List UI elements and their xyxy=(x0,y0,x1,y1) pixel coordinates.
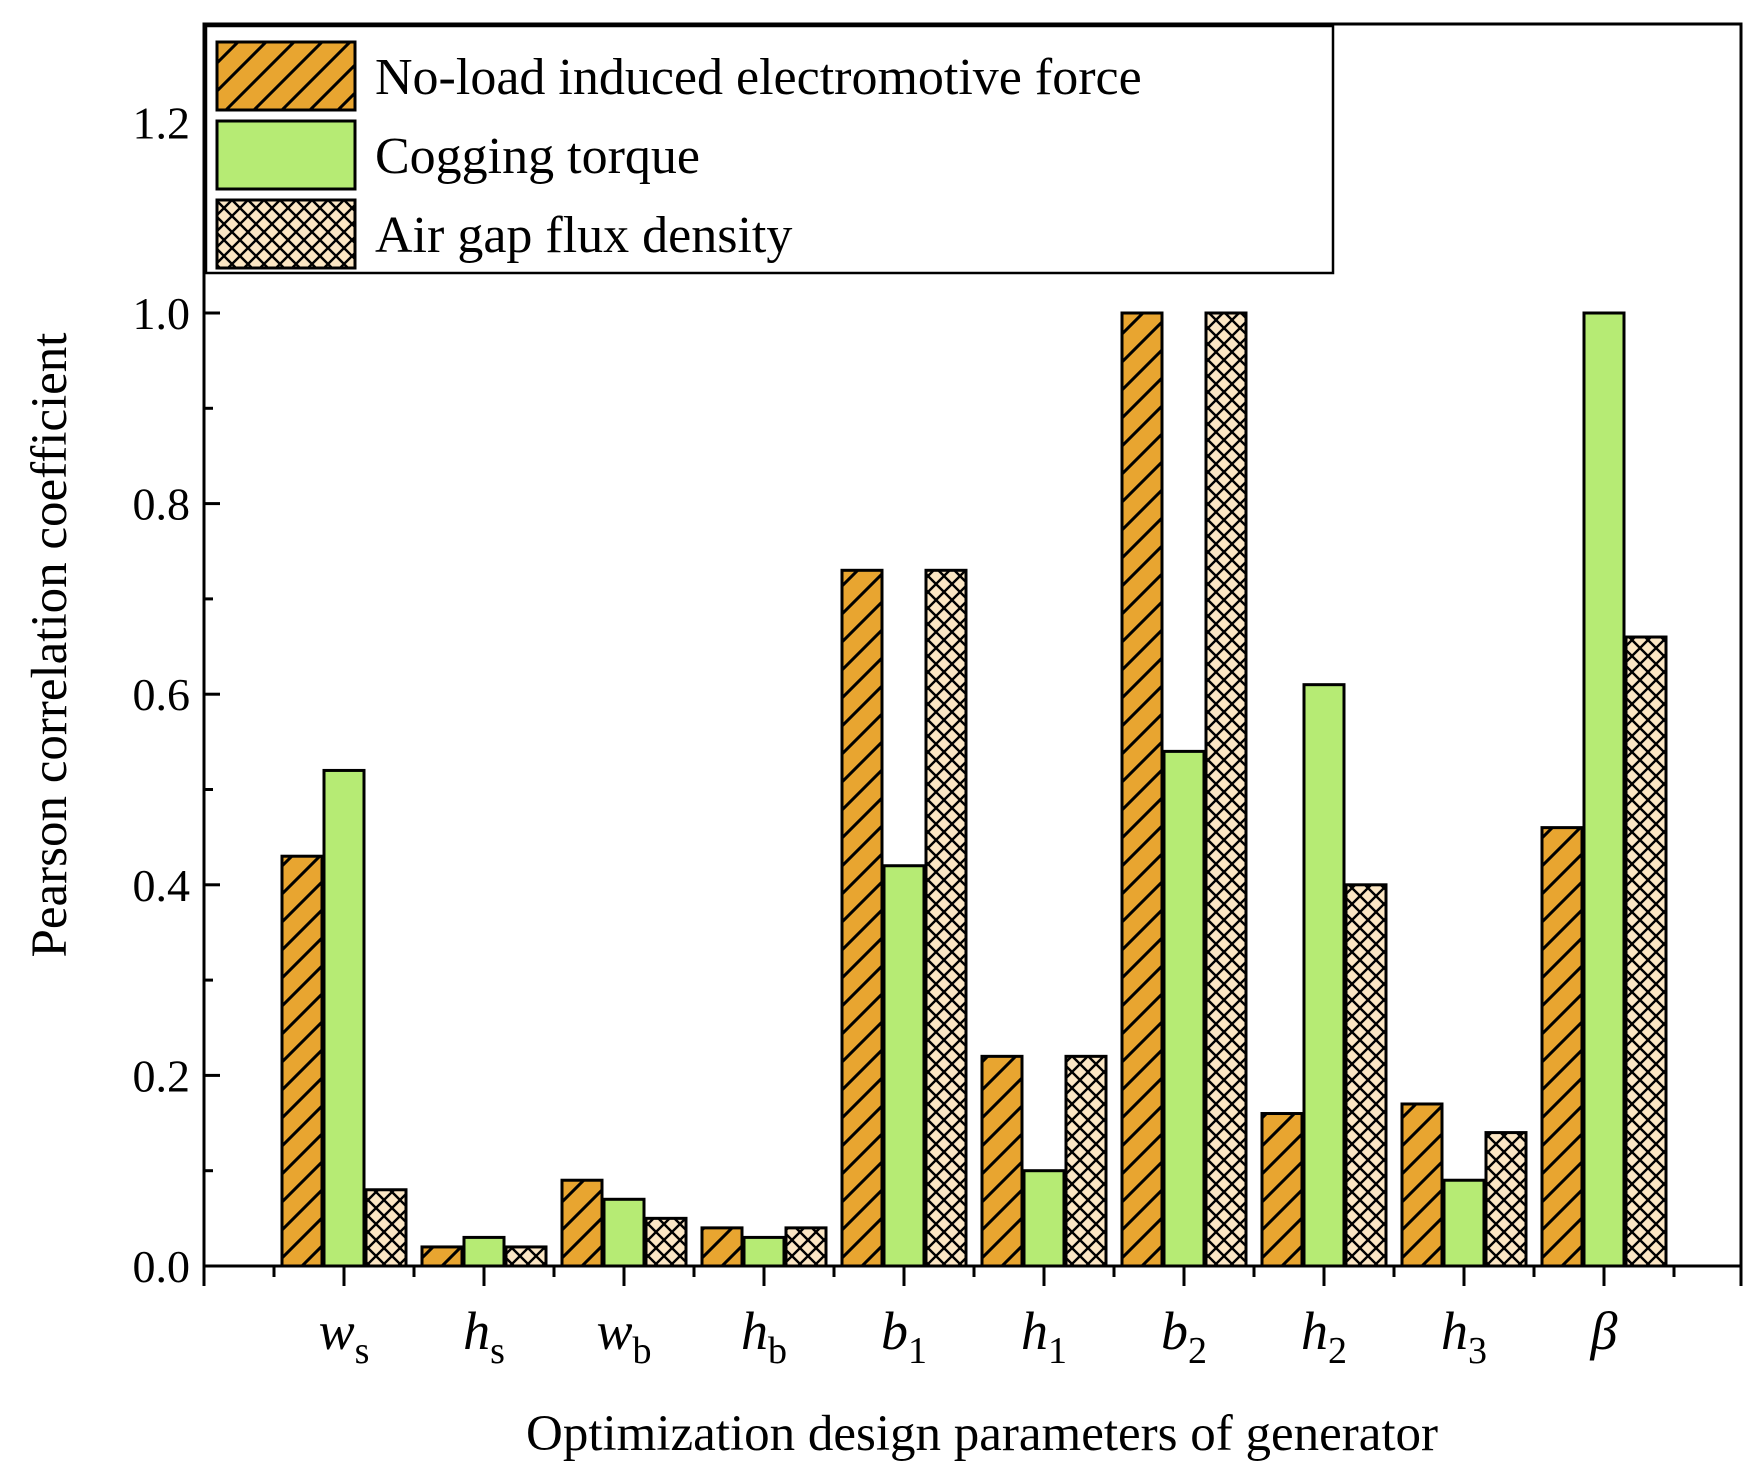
y-tick-label: 0.0 xyxy=(133,1241,191,1292)
x-tick-label: h2 xyxy=(1301,1301,1347,1372)
x-axis: ws hs wb hb b1 h1 b2 h2 h3 β xyxy=(202,1266,1743,1372)
x-tick-label: wb xyxy=(596,1301,651,1372)
legend: No-load induced electromotive force Cogg… xyxy=(204,24,1335,275)
x-tick-label: hs xyxy=(463,1301,505,1372)
bar-airgap-8 xyxy=(1484,1131,1528,1268)
y-tick-label: 0.6 xyxy=(133,669,191,720)
bar-emf-8 xyxy=(1400,1102,1444,1268)
legend-label-emf: No-load induced electromotive force xyxy=(375,49,1142,106)
y-axis-label: Pearson correlation coefficient xyxy=(22,333,78,958)
bar-cogging-3 xyxy=(742,1235,786,1268)
legend-swatch-cogging xyxy=(215,119,357,191)
bar-emf-9 xyxy=(1540,826,1584,1268)
bar-cogging-6 xyxy=(1162,749,1206,1268)
legend-swatch-airgap xyxy=(215,198,357,270)
bar-emf-4 xyxy=(840,568,884,1268)
y-tick-label: 1.2 xyxy=(133,97,191,148)
y-tick-label: 1.0 xyxy=(133,288,191,339)
bar-airgap-1 xyxy=(504,1245,548,1268)
legend-swatch-emf xyxy=(215,40,357,112)
bar-cogging-5 xyxy=(1022,1169,1066,1268)
bar-emf-0 xyxy=(280,854,324,1268)
bar-emf-3 xyxy=(700,1226,744,1268)
x-tick-label: h1 xyxy=(1021,1301,1067,1372)
bar-airgap-6 xyxy=(1204,311,1248,1268)
y-tick-label: 0.4 xyxy=(133,860,191,911)
x-tick-label: ws xyxy=(319,1301,370,1372)
legend-label-cogging: Cogging torque xyxy=(375,128,700,185)
bar-cogging-0 xyxy=(322,768,366,1268)
bar-cogging-4 xyxy=(882,864,926,1268)
bar-cogging-2 xyxy=(602,1197,646,1268)
y-tick-label: 0.8 xyxy=(133,479,191,530)
x-tick-label: hb xyxy=(741,1301,787,1372)
bar-emf-7 xyxy=(1260,1112,1304,1268)
bar-airgap-5 xyxy=(1064,1054,1108,1268)
legend-box xyxy=(204,24,1335,275)
bar-cogging-7 xyxy=(1302,683,1346,1268)
bar-emf-5 xyxy=(980,1054,1024,1268)
x-tick-label: β xyxy=(1590,1301,1618,1361)
bar-airgap-0 xyxy=(364,1188,408,1268)
bar-airgap-4 xyxy=(924,568,968,1268)
bar-cogging-1 xyxy=(462,1235,506,1268)
bar-emf-6 xyxy=(1120,311,1164,1268)
x-tick-label: b2 xyxy=(1161,1301,1207,1372)
bar-airgap-3 xyxy=(784,1226,828,1268)
y-axis: 0.0 0.2 0.4 0.6 0.8 1.0 1.2 xyxy=(133,97,220,1292)
bar-emf-1 xyxy=(420,1245,464,1268)
bar-airgap-2 xyxy=(644,1216,688,1268)
bar-airgap-7 xyxy=(1344,883,1388,1268)
bar-cogging-8 xyxy=(1442,1178,1486,1268)
bar-airgap-9 xyxy=(1624,635,1668,1268)
x-tick-label: b1 xyxy=(881,1301,927,1372)
legend-label-airgap: Air gap flux density xyxy=(375,207,792,264)
x-tick-label: h3 xyxy=(1441,1301,1487,1372)
x-axis-label: Optimization design parameters of genera… xyxy=(526,1406,1438,1462)
bar-cogging-9 xyxy=(1582,311,1626,1268)
bars-group xyxy=(280,311,1668,1268)
y-tick-label: 0.2 xyxy=(133,1050,191,1101)
bar-emf-2 xyxy=(560,1178,604,1268)
